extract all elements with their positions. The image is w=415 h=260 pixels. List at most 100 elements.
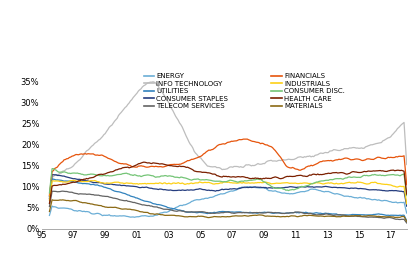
Line: TELECOM SERVICES: TELECOM SERVICES	[49, 191, 407, 223]
ENERGY	[60, 206, 65, 210]
CONSUMER DISC.	[293, 188, 298, 191]
ENERGY	[101, 214, 106, 217]
FINANCIALS	[293, 167, 298, 171]
MATERIALS	[253, 214, 258, 217]
HEALTH CARE	[47, 202, 52, 205]
INFO TECHNOLOGY	[404, 163, 409, 166]
CONSUMER STAPLES	[50, 173, 55, 176]
INFO TECHNOLOGY	[171, 109, 176, 112]
UTILITIES	[103, 186, 108, 189]
Legend: FINANCIALS, INDUSTRIALS, CONSUMER DISC., HEALTH CARE, MATERIALS: FINANCIALS, INDUSTRIALS, CONSUMER DISC.,…	[271, 73, 345, 109]
INFO TECHNOLOGY	[47, 197, 52, 200]
ENERGY	[254, 186, 259, 189]
FINANCIALS	[143, 165, 148, 168]
ENERGY	[171, 207, 176, 211]
MATERIALS	[144, 211, 149, 214]
FINANCIALS	[244, 138, 249, 141]
INDUSTRIALS	[293, 181, 298, 185]
ENERGY	[404, 212, 409, 215]
Line: FINANCIALS: FINANCIALS	[49, 139, 407, 195]
UTILITIES	[171, 207, 176, 210]
UTILITIES	[404, 219, 409, 222]
CONSUMER DISC.	[171, 175, 176, 178]
INFO TECHNOLOGY	[143, 83, 148, 87]
INDUSTRIALS	[171, 181, 176, 185]
FINANCIALS	[253, 140, 258, 144]
UTILITIES	[61, 180, 66, 183]
CONSUMER STAPLES	[61, 174, 66, 178]
INDUSTRIALS	[253, 181, 258, 184]
Line: INDUSTRIALS: INDUSTRIALS	[49, 180, 407, 204]
INFO TECHNOLOGY	[101, 133, 106, 136]
HEALTH CARE	[293, 175, 298, 178]
INFO TECHNOLOGY	[60, 170, 65, 173]
Line: CONSUMER DISC.: CONSUMER DISC.	[49, 169, 407, 196]
ENERGY	[132, 216, 137, 219]
HEALTH CARE	[144, 161, 149, 164]
CONSUMER STAPLES	[47, 195, 52, 198]
INFO TECHNOLOGY	[151, 80, 156, 83]
MATERIALS	[103, 206, 108, 209]
TELECOM SERVICES	[171, 209, 176, 212]
MATERIALS	[61, 198, 66, 202]
UTILITIES	[47, 197, 52, 200]
CONSUMER STAPLES	[144, 186, 149, 189]
MATERIALS	[47, 210, 52, 213]
TELECOM SERVICES	[144, 204, 149, 207]
CONSUMER DISC.	[404, 194, 409, 197]
CONSUMER DISC.	[47, 191, 52, 194]
INDUSTRIALS	[404, 202, 409, 205]
HEALTH CARE	[60, 183, 65, 186]
Line: UTILITIES: UTILITIES	[49, 179, 407, 221]
CONSUMER DISC.	[61, 170, 66, 173]
MATERIALS	[404, 220, 409, 223]
HEALTH CARE	[171, 165, 176, 168]
Line: MATERIALS: MATERIALS	[49, 200, 407, 221]
CONSUMER STAPLES	[171, 189, 176, 192]
TELECOM SERVICES	[253, 211, 258, 214]
CONSUMER DISC.	[103, 174, 108, 177]
ENERGY	[144, 214, 149, 218]
CONSUMER DISC.	[50, 167, 55, 170]
INDUSTRIALS	[72, 179, 77, 182]
TELECOM SERVICES	[404, 222, 409, 225]
Line: ENERGY: ENERGY	[49, 187, 407, 217]
UTILITIES	[293, 211, 298, 214]
CONSUMER DISC.	[253, 178, 258, 181]
ENERGY	[294, 191, 299, 194]
HEALTH CARE	[253, 176, 258, 179]
Line: INFO TECHNOLOGY: INFO TECHNOLOGY	[49, 82, 407, 198]
TELECOM SERVICES	[103, 195, 108, 198]
FINANCIALS	[60, 160, 65, 163]
MATERIALS	[50, 198, 55, 202]
HEALTH CARE	[404, 193, 409, 196]
CONSUMER STAPLES	[293, 186, 298, 189]
FINANCIALS	[101, 154, 106, 158]
MATERIALS	[171, 214, 176, 217]
INDUSTRIALS	[60, 180, 65, 184]
TELECOM SERVICES	[293, 211, 298, 214]
INFO TECHNOLOGY	[293, 157, 298, 160]
CONSUMER STAPLES	[103, 183, 108, 186]
TELECOM SERVICES	[60, 190, 65, 193]
Line: CONSUMER STAPLES: CONSUMER STAPLES	[49, 175, 407, 206]
HEALTH CARE	[141, 161, 146, 164]
UTILITIES	[50, 177, 55, 180]
INDUSTRIALS	[103, 182, 108, 185]
ENERGY	[47, 214, 52, 217]
ENERGY	[245, 185, 250, 188]
FINANCIALS	[47, 194, 52, 197]
MATERIALS	[293, 214, 298, 218]
FINANCIALS	[169, 163, 174, 166]
CONSUMER STAPLES	[404, 205, 409, 208]
CONSUMER STAPLES	[253, 185, 258, 188]
HEALTH CARE	[101, 173, 106, 176]
INDUSTRIALS	[47, 199, 52, 202]
Line: HEALTH CARE: HEALTH CARE	[49, 162, 407, 203]
TELECOM SERVICES	[61, 190, 66, 193]
FINANCIALS	[404, 183, 409, 186]
CONSUMER DISC.	[144, 174, 149, 177]
UTILITIES	[253, 211, 258, 214]
INDUSTRIALS	[144, 183, 149, 186]
UTILITIES	[144, 200, 149, 203]
